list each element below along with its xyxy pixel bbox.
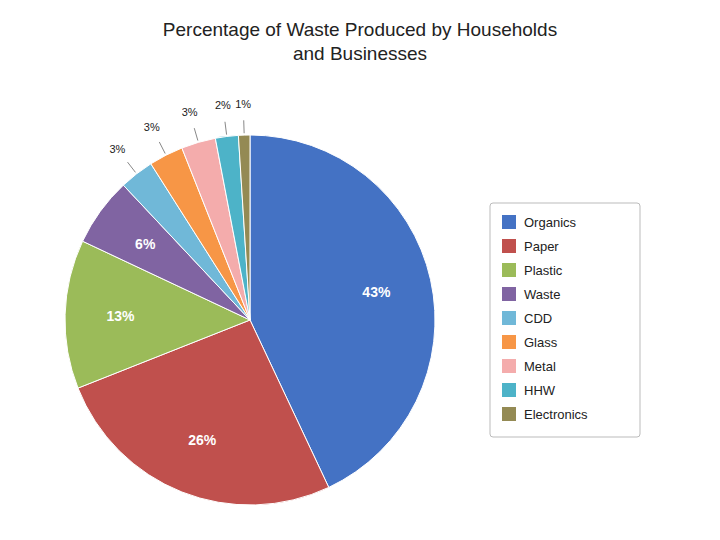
legend-swatch [502, 311, 516, 325]
legend-label: Waste [524, 287, 560, 302]
data-label: 3% [182, 106, 198, 118]
legend-swatch [502, 287, 516, 301]
data-label: 3% [109, 143, 125, 155]
data-label: 13% [107, 308, 136, 324]
data-label: 43% [362, 284, 391, 300]
leader-line [159, 142, 165, 154]
legend-label: Paper [524, 239, 559, 254]
legend-swatch [502, 407, 516, 421]
slices [65, 135, 435, 505]
data-label: 3% [144, 121, 160, 133]
data-label: 6% [135, 236, 156, 252]
legend-swatch [502, 239, 516, 253]
legend-label: Metal [524, 359, 556, 374]
leader-line [194, 128, 198, 140]
legend-label: Organics [524, 215, 577, 230]
legend-label: CDD [524, 311, 552, 326]
slice [238, 135, 250, 320]
background [0, 0, 720, 540]
legend-label: Plastic [524, 263, 563, 278]
legend: Organics Paper Plastic Waste CDD Glass Metal HH… [490, 203, 640, 437]
legend-label: HHW [524, 383, 556, 398]
data-label: 2% [215, 99, 231, 111]
legend-frame [490, 203, 640, 437]
chart-svg: Percentage of Waste Produced by Househol… [0, 0, 720, 540]
leader-line [225, 122, 227, 135]
legend-label: Electronics [524, 407, 588, 422]
leader-line [243, 120, 244, 133]
legend-swatch [502, 335, 516, 349]
legend-swatch [502, 263, 516, 277]
leader-line [128, 162, 136, 172]
legend-swatch [502, 383, 516, 397]
data-labels: 43% 26% 13% 6% 3% 3% 3% 2% 1% [107, 98, 391, 449]
data-label: 26% [188, 432, 217, 448]
data-label: 1% [235, 98, 251, 110]
slice [215, 135, 250, 320]
title: Percentage of Waste Produced by Househol… [163, 19, 557, 64]
title-line: Percentage of Waste Produced by Househol… [163, 19, 557, 40]
legend-swatch [502, 215, 516, 229]
legend-label: Glass [524, 335, 558, 350]
chart-container: Percentage of Waste Produced by Househol… [0, 0, 720, 540]
title-line: and Businesses [293, 43, 427, 64]
legend-swatch [502, 359, 516, 373]
